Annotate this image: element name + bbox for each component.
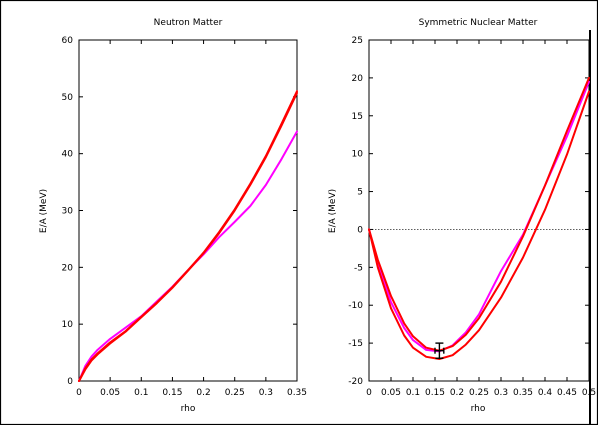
x-tick-label: 0.5 — [582, 388, 596, 398]
saturation-error-bar — [434, 342, 445, 359]
x-tick-label: 0.4 — [538, 388, 553, 398]
y-tick-label: 10 — [352, 150, 364, 160]
y-tick-label: 25 — [352, 36, 363, 46]
x-axis-label: rho — [181, 404, 196, 414]
y-tick-label: 50 — [62, 93, 74, 103]
x-tick-label: 0.1 — [134, 388, 148, 398]
y-tick-label: 0 — [67, 377, 73, 387]
chart-title: Symmetric Nuclear Matter — [419, 18, 538, 28]
neutron-matter-panel: Neutron Matter rho E/A (MeV) 0 0.05 0.1 0.1… — [39, 18, 307, 414]
y-tick-label: -15 — [348, 339, 363, 349]
x-tick-label: 0.35 — [287, 388, 307, 398]
plot-frame — [78, 39, 298, 382]
series-line — [368, 90, 590, 360]
y-tick-label: 20 — [352, 74, 364, 84]
y-tick-label: -5 — [354, 263, 363, 273]
x-tick-label: 0.15 — [425, 388, 445, 398]
x-tick-label: 0 — [366, 388, 372, 398]
y-tick-label: 60 — [62, 36, 74, 46]
x-tick-label: 0 — [76, 388, 82, 398]
y-tick-label: 40 — [62, 150, 74, 160]
y-tick-label: 0 — [357, 225, 363, 235]
x-tick-label: 0.25 — [225, 388, 245, 398]
y-tick-label: -20 — [348, 377, 363, 387]
x-tick-label: 0.1 — [406, 388, 420, 398]
y-tick-label: 5 — [357, 188, 363, 198]
x-tick-label: 0.45 — [557, 388, 577, 398]
y-tick-label: 20 — [62, 263, 74, 273]
series-line — [368, 76, 590, 352]
y-axis-label: E/A (MeV) — [328, 189, 338, 233]
x-tick-label: 0.3 — [494, 388, 508, 398]
y-tick-label: 30 — [62, 207, 74, 217]
x-tick-label: 0.2 — [196, 388, 210, 398]
y-tick-label: 10 — [62, 320, 74, 330]
x-tick-label: 0.2 — [450, 388, 464, 398]
series-line — [78, 91, 298, 382]
symmetric-nuclear-matter-panel: Symmetric Nuclear Matter rho E/A (MeV) 0… — [328, 18, 596, 414]
x-tick-label: 0.3 — [259, 388, 273, 398]
x-tick-label: 0.05 — [100, 388, 120, 398]
y-axis-label: E/A (MeV) — [39, 189, 49, 233]
x-tick-label: 0.35 — [513, 388, 533, 398]
series-line — [368, 80, 590, 353]
x-tick-label: 0.15 — [162, 388, 182, 398]
x-tick-label: 0.05 — [381, 388, 401, 398]
chart-title: Neutron Matter — [154, 18, 223, 28]
x-axis-label: rho — [471, 404, 486, 414]
y-tick-label: -10 — [348, 301, 363, 311]
y-tick-label: 15 — [352, 112, 363, 122]
series-line — [78, 130, 298, 382]
x-tick-label: 0.25 — [469, 388, 489, 398]
